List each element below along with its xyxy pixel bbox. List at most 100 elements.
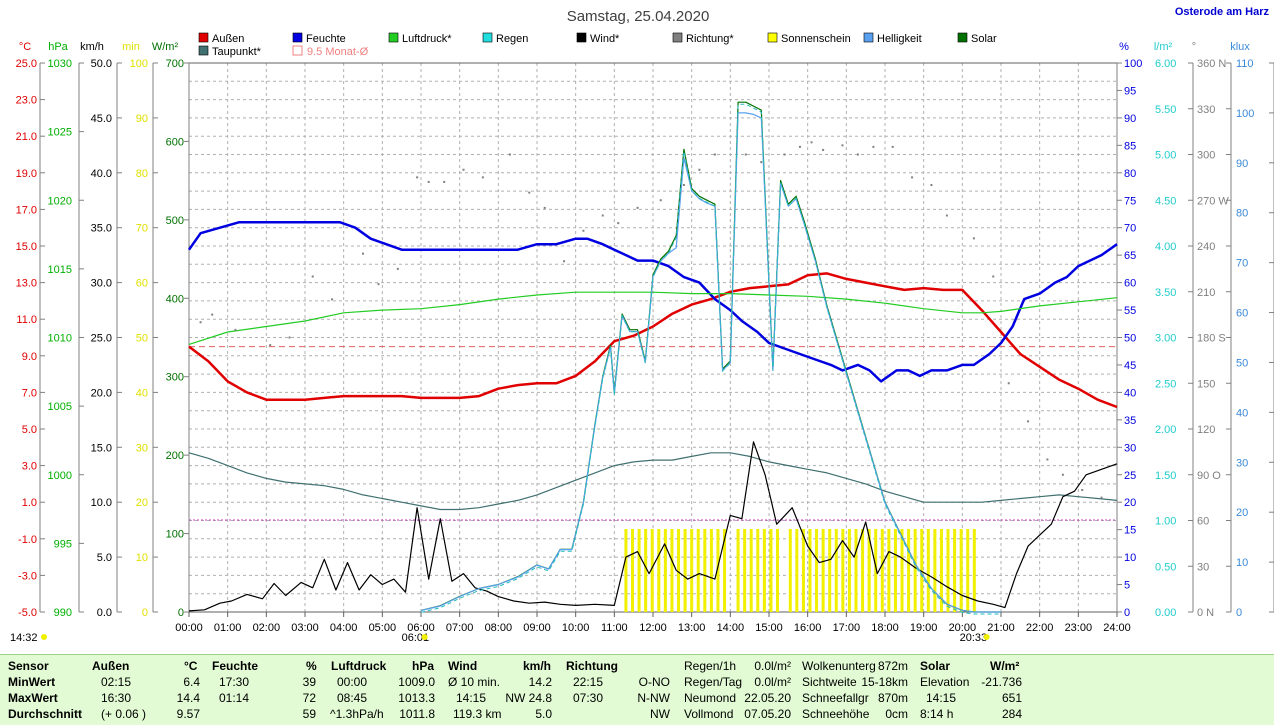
vollmond-value: 07.05.20 xyxy=(744,707,791,721)
y-tick-label-lux: 40 xyxy=(1236,407,1248,419)
sunshine-bar xyxy=(841,529,845,612)
legend-label: 9.5 Monat-Ø xyxy=(307,46,369,58)
sunshine-bar xyxy=(907,529,911,612)
y-tick-label-pressure: 990 xyxy=(54,607,72,619)
sunshine-bar xyxy=(709,529,713,612)
legend-label: Helligkeit xyxy=(877,33,922,45)
legend-label: Taupunkt* xyxy=(212,46,262,58)
y-tick-label-pressure: 1025 xyxy=(48,127,72,139)
sunshine-bar xyxy=(874,529,878,612)
richtung-min-value: O-NO xyxy=(638,675,670,689)
regen-1h-label: Regen/1h xyxy=(684,659,737,673)
series-line-feuchte xyxy=(187,220,1118,383)
y-tick-label-temp: -3.0 xyxy=(18,570,37,582)
y-tick-label-rain: 5.50 xyxy=(1155,104,1176,116)
y-tick-label-humidity: 35 xyxy=(1124,415,1136,427)
direction-point xyxy=(636,206,639,209)
sunshine-bar xyxy=(953,529,957,612)
direction-point xyxy=(288,336,291,339)
row-max-label: MaxWert xyxy=(8,691,58,705)
y-tick-label-humidity: 70 xyxy=(1124,223,1136,235)
direction-point xyxy=(377,283,380,286)
legend-label: Außen xyxy=(212,33,244,45)
y-tick-label-solar: 200 xyxy=(166,450,184,462)
location-label: Osterode am Harz xyxy=(1175,6,1270,18)
y-tick-label-humidity: 5 xyxy=(1124,580,1130,592)
y-tick-label-lux: 30 xyxy=(1236,457,1248,469)
direction-point xyxy=(891,145,894,148)
x-tick-label: 11:00 xyxy=(601,622,628,634)
axis-unit-solar: W/m² xyxy=(152,41,179,53)
wind-max-value: NW 24.8 xyxy=(505,691,552,705)
regen-tag-label: Regen/Tag xyxy=(684,675,743,689)
direction-point xyxy=(211,313,214,316)
sunshine-bar xyxy=(776,529,780,612)
series-line-luftdruck xyxy=(188,291,1118,345)
y-tick-label-wind: 35.0 xyxy=(91,223,112,235)
direction-point xyxy=(362,252,364,255)
axis-unit-humidity: % xyxy=(1119,41,1129,53)
sunshine-bar xyxy=(762,529,766,612)
y-tick-label-temp: 15.0 xyxy=(16,241,37,253)
y-tick-label-humidity: 60 xyxy=(1124,278,1136,290)
y-tick-label-humidity: 95 xyxy=(1124,85,1136,97)
aussen-max-value: 14.4 xyxy=(176,691,200,705)
sunshine-bar xyxy=(815,529,819,612)
y-tick-label-direction: 180 S xyxy=(1197,333,1226,345)
direction-point xyxy=(945,214,948,217)
x-tick-label: 19:00 xyxy=(910,622,938,634)
x-tick-label: 22:00 xyxy=(1026,622,1054,634)
direction-point xyxy=(841,144,844,147)
y-tick-label-direction: 330 xyxy=(1197,104,1215,116)
y-tick-label-humidity: 100 xyxy=(1124,58,1142,70)
y-tick-label-temp: -1.0 xyxy=(18,534,37,546)
direction-point xyxy=(698,168,701,171)
sunshine-bar xyxy=(801,529,805,612)
legend-swatch xyxy=(672,32,683,43)
x-tick-label: 05:00 xyxy=(369,622,397,634)
sichtweite-value: 15-18km xyxy=(861,675,908,689)
legend-swatch xyxy=(198,32,209,43)
sunshine-bar xyxy=(972,529,976,612)
luftdruck-max-time: 08:45 xyxy=(337,691,368,705)
sunshine-duration: 8:14 h xyxy=(920,707,954,721)
legend-label: Regen xyxy=(496,33,528,45)
solar-avg-value: 284 xyxy=(1001,707,1022,721)
sunshine-bar xyxy=(663,529,667,612)
axis-unit-wind: km/h xyxy=(80,41,104,53)
y-tick-label-direction: 90 O xyxy=(1197,470,1221,482)
legend-label: Sonnenschein xyxy=(781,33,851,45)
sunshine-bar xyxy=(828,529,832,612)
y-tick-label-rain: 3.50 xyxy=(1155,287,1176,299)
y-tick-label-sunmin: 10 xyxy=(136,552,148,564)
axis-unit-sunmin: min xyxy=(122,41,140,53)
wind-max-time: 14:15 xyxy=(456,691,487,705)
y-tick-label-sunmin: 20 xyxy=(136,497,148,509)
axis-unit-direction: ° xyxy=(1192,41,1196,53)
direction-point xyxy=(1046,458,1049,461)
y-tick-label-solar: 300 xyxy=(166,372,184,384)
luftdruck-min-time: 00:00 xyxy=(337,675,368,689)
direction-point xyxy=(744,153,747,156)
y-tick-label-humidity: 30 xyxy=(1124,442,1136,454)
y-tick-label-temp: 13.0 xyxy=(16,278,37,290)
y-tick-label-rain: 2.00 xyxy=(1155,424,1176,436)
axis-unit-lux: klux xyxy=(1230,41,1250,53)
legend-swatch xyxy=(576,32,587,43)
legend-label: Feuchte xyxy=(306,33,346,45)
sunshine-bar xyxy=(900,529,904,612)
regen-tag-value: 0.0l/m² xyxy=(754,675,791,689)
x-tick-label: 12:00 xyxy=(639,622,667,634)
y-tick-label-sunmin: 90 xyxy=(136,113,148,125)
direction-point xyxy=(992,275,995,278)
richtung-header: Richtung xyxy=(566,659,618,673)
row-min-label: MinWert xyxy=(8,675,56,689)
y-tick-label-rain: 1.50 xyxy=(1155,470,1176,482)
y-tick-label-sunmin: 60 xyxy=(136,278,148,290)
sunshine-bar xyxy=(893,529,897,612)
direction-point xyxy=(331,298,334,301)
wind-min-time: Ø 10 min. xyxy=(448,675,501,689)
sensor-header: Sensor xyxy=(8,659,49,673)
y-tick-label-pressure: 1010 xyxy=(48,333,72,345)
y-tick-label-wind: 40.0 xyxy=(91,168,112,180)
